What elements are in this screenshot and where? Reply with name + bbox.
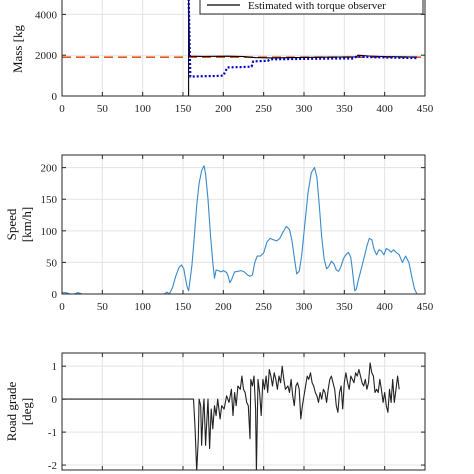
x-tick-label: 350 xyxy=(336,103,353,115)
plot-area xyxy=(62,353,425,470)
x-tick-label: 450 xyxy=(417,301,434,313)
plot-area xyxy=(62,0,425,96)
x-tick-label: 300 xyxy=(296,103,313,115)
x-tick-label: 250 xyxy=(255,103,272,115)
axis-box xyxy=(61,0,426,97)
y-tick-label: 0 xyxy=(52,91,58,103)
x-tick-label: 200 xyxy=(215,301,232,313)
y-tick-label: 150 xyxy=(41,194,58,206)
y-tick-label: 1 xyxy=(52,361,58,373)
y-axis-label-line2: [deg] xyxy=(19,398,34,425)
plot-area xyxy=(62,155,425,294)
x-tick-label: 400 xyxy=(376,301,393,313)
x-tick-label: 0 xyxy=(59,301,65,313)
x-tick-label: 150 xyxy=(175,301,192,313)
y-axis-label-line1: Road grade xyxy=(4,381,19,441)
x-tick-label: 100 xyxy=(134,103,151,115)
x-tick-label: 0 xyxy=(59,103,65,115)
series-line-0 xyxy=(62,165,418,294)
speed-panel: 0 50 100 150 200 250 300 350 400 450 0 50 100 150 200 S… xyxy=(4,154,434,313)
road-grade-panel: -2 -1 0 1 Road grade [deg] xyxy=(4,352,426,472)
y-axis-label-line1: Speed xyxy=(4,208,19,240)
y-tick-label: -2 xyxy=(48,460,57,472)
axis-box xyxy=(61,352,426,471)
y-tick-label: 50 xyxy=(46,257,58,269)
x-tick-label: 100 xyxy=(134,301,151,313)
mass-panel: 0 50 100 150 200 250 300 350 400 450 0 2000 4000 Mass… xyxy=(10,0,434,115)
y-tick-label: 200 xyxy=(41,163,58,175)
x-tick-label: 150 xyxy=(175,103,192,115)
series-line-1 xyxy=(188,0,417,96)
x-tick-label: 200 xyxy=(215,103,232,115)
x-tick-label: 300 xyxy=(296,301,313,313)
y-tick-label: 100 xyxy=(41,226,58,238)
x-tick-label: 50 xyxy=(97,301,109,313)
x-tick-label: 350 xyxy=(336,301,353,313)
y-tick-label: 0 xyxy=(52,289,58,301)
y-tick-label: 2000 xyxy=(35,50,58,62)
legend-entry-label: Estimated with torque observer xyxy=(248,0,386,12)
y-tick-label: 0 xyxy=(52,394,58,406)
y-axis-label: Mass [kg xyxy=(10,24,25,73)
y-axis-label-line2: [km/h] xyxy=(19,207,34,242)
axis-box xyxy=(61,154,426,295)
x-tick-label: 400 xyxy=(376,103,393,115)
x-tick-label: 50 xyxy=(97,103,109,115)
y-tick-label: 4000 xyxy=(35,9,58,21)
legend-box xyxy=(199,0,424,15)
series-line-2 xyxy=(187,0,417,78)
x-tick-label: 450 xyxy=(417,103,434,115)
series-line-0 xyxy=(62,362,400,470)
y-tick-label: -1 xyxy=(48,427,57,439)
x-tick-label: 250 xyxy=(255,301,272,313)
